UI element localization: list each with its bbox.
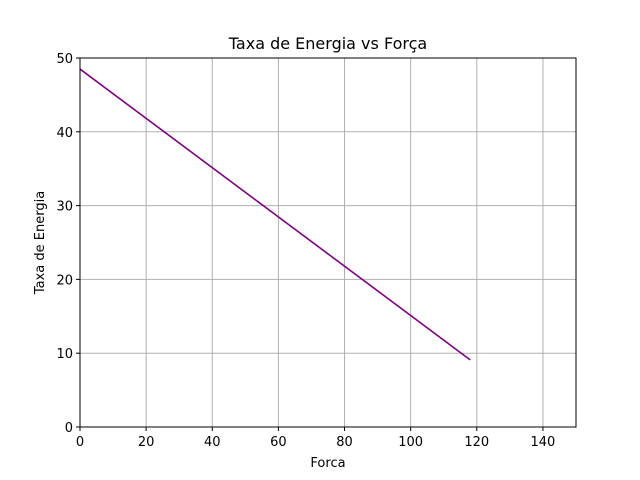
x-tick-label: 100 xyxy=(398,435,423,450)
x-tick-label: 40 xyxy=(204,435,221,450)
y-tick-label: 30 xyxy=(56,200,73,215)
x-tick-label: 60 xyxy=(270,435,287,450)
x-tick-label: 80 xyxy=(336,435,353,450)
y-tick-label: 50 xyxy=(56,52,73,67)
chart-title: Taxa de Energia vs Força xyxy=(228,34,427,53)
y-tick-label: 20 xyxy=(56,273,73,288)
series-layer xyxy=(79,68,471,361)
plot-frame xyxy=(79,57,577,428)
y-tick-label: 0 xyxy=(65,421,73,436)
x-tick-label: 20 xyxy=(138,435,155,450)
axis-ticks: 0 20 40 60 80 100 120 140 0 10 20 30 40 50 xyxy=(56,52,555,450)
x-tick-label: 140 xyxy=(531,435,556,450)
x-tick-label: 0 xyxy=(76,435,84,450)
y-tick-label: 40 xyxy=(56,126,73,141)
x-tick-label: 120 xyxy=(464,435,489,450)
y-tick-label: 10 xyxy=(56,347,73,362)
series-line xyxy=(79,68,471,361)
x-axis-label: Forca xyxy=(310,456,345,471)
y-axis-label: Taxa de Energia xyxy=(33,191,48,295)
